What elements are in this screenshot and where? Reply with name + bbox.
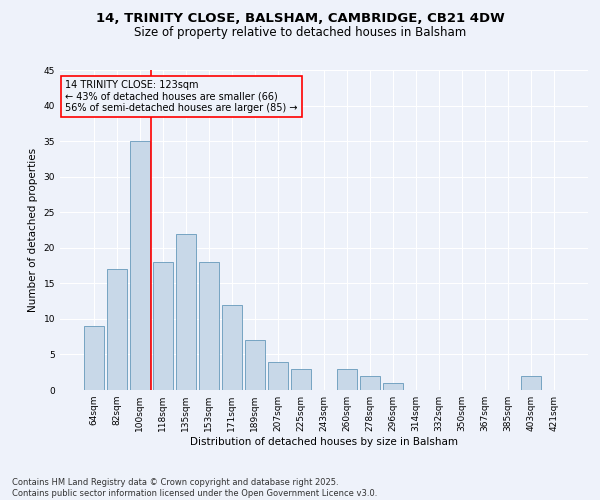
- Bar: [521, 376, 541, 390]
- Text: Contains HM Land Registry data © Crown copyright and database right 2025.
Contai: Contains HM Land Registry data © Crown c…: [12, 478, 377, 498]
- Bar: [245, 340, 265, 390]
- Bar: [84, 326, 104, 390]
- Bar: [176, 234, 196, 390]
- X-axis label: Distribution of detached houses by size in Balsham: Distribution of detached houses by size …: [190, 437, 458, 447]
- Bar: [222, 304, 242, 390]
- Y-axis label: Number of detached properties: Number of detached properties: [28, 148, 38, 312]
- Bar: [337, 368, 357, 390]
- Bar: [360, 376, 380, 390]
- Text: Size of property relative to detached houses in Balsham: Size of property relative to detached ho…: [134, 26, 466, 39]
- Bar: [383, 383, 403, 390]
- Bar: [268, 362, 288, 390]
- Bar: [130, 141, 149, 390]
- Text: 14, TRINITY CLOSE, BALSHAM, CAMBRIDGE, CB21 4DW: 14, TRINITY CLOSE, BALSHAM, CAMBRIDGE, C…: [95, 12, 505, 26]
- Text: 14 TRINITY CLOSE: 123sqm
← 43% of detached houses are smaller (66)
56% of semi-d: 14 TRINITY CLOSE: 123sqm ← 43% of detach…: [65, 80, 298, 113]
- Bar: [199, 262, 218, 390]
- Bar: [107, 269, 127, 390]
- Bar: [291, 368, 311, 390]
- Bar: [153, 262, 173, 390]
